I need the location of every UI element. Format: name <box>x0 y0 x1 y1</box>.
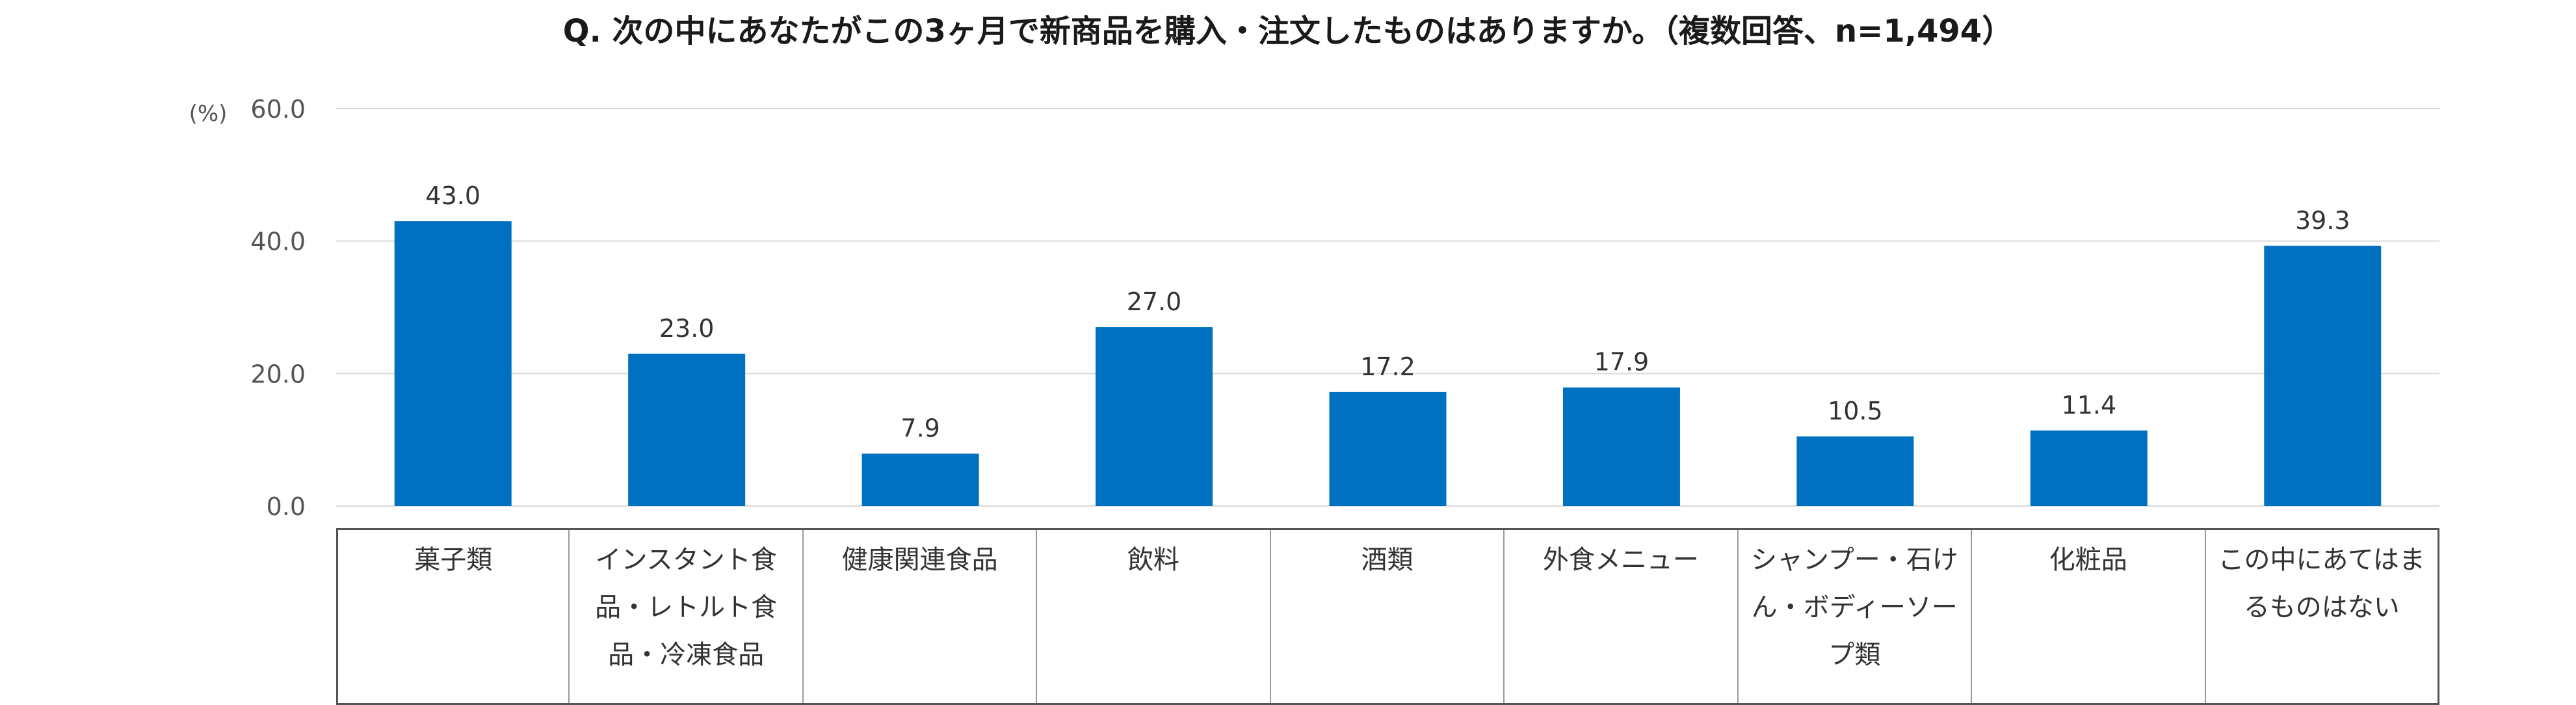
data-label: 17.2 <box>1360 352 1415 381</box>
bar <box>861 453 979 506</box>
data-label: 11.4 <box>2062 391 2117 419</box>
chart-title: Q. 次の中にあなたがこの3ヶ月で新商品を購入・注文したものはありますか。（複数… <box>562 13 2014 49</box>
data-label: 7.9 <box>900 414 940 443</box>
data-label: 10.5 <box>1828 397 1883 425</box>
data-label: 39.3 <box>2295 206 2350 235</box>
category-label: 化粧品 <box>1972 530 2206 703</box>
y-tick-label: 0.0 <box>267 492 306 521</box>
category-label: 飲料 <box>1037 530 1271 703</box>
category-label: シャンプー・石けん・ボディーソープ類 <box>1739 530 1973 703</box>
y-tick-labels: 0.0 20.0 40.0 60.0 <box>250 95 306 521</box>
bar <box>1329 392 1447 506</box>
data-label: 27.0 <box>1127 287 1182 316</box>
category-label: 菓子類 <box>338 530 570 703</box>
data-label: 43.0 <box>425 181 480 210</box>
y-tick-label: 20.0 <box>250 360 306 388</box>
bar <box>394 221 512 506</box>
category-label: インスタント食品・レトルト食品・冷凍食品 <box>570 530 804 703</box>
bar <box>2030 430 2148 506</box>
y-tick-label: 40.0 <box>250 228 306 256</box>
data-label: 17.9 <box>1594 348 1649 377</box>
category-label: 酒類 <box>1271 530 1505 703</box>
data-label: 23.0 <box>659 314 715 343</box>
bar <box>2264 245 2382 506</box>
bar <box>1096 327 1213 506</box>
y-tick-label: 60.0 <box>250 95 306 124</box>
data-labels: 43.0 23.0 7.9 27.0 17.2 17.9 10.5 11.4 39.3 <box>425 181 2350 442</box>
bars <box>394 221 2382 506</box>
category-label: この中にあてはまるものはない <box>2206 530 2439 703</box>
bar <box>628 353 746 506</box>
category-label: 健康関連食品 <box>804 530 1038 703</box>
y-axis-unit-label: (%) <box>189 101 228 127</box>
category-label: 外食メニュー <box>1505 530 1739 703</box>
bar <box>1796 436 1914 506</box>
bar <box>1562 387 1680 506</box>
category-table: 菓子類 インスタント食品・レトルト食品・冷凍食品 健康関連食品 飲料 酒類 外食メニューシ… <box>336 528 2439 705</box>
